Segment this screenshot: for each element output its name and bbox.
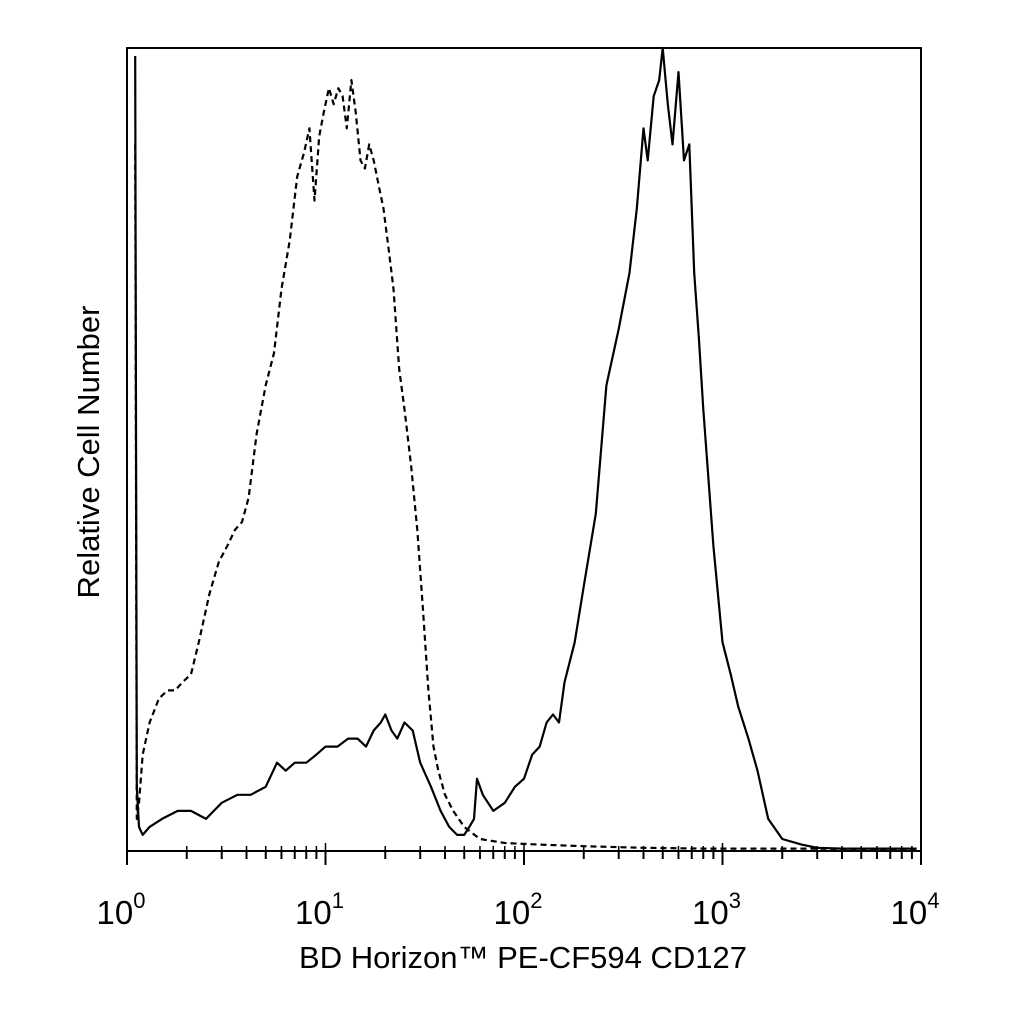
x-tick-label-base: 10 [295,894,332,931]
x-tick-label-exponent: 4 [927,888,939,913]
x-tick-label-base: 10 [97,894,134,931]
x-axis-ticks [126,843,922,865]
x-tick-label: 100 [97,888,146,931]
x-tick-label-base: 10 [692,894,729,931]
x-tick-label: 103 [692,888,741,931]
x-tick-label-exponent: 2 [530,888,542,913]
x-tick-label-exponent: 3 [729,888,741,913]
x-tick-label: 101 [295,888,344,931]
x-tick-label-base: 10 [494,894,531,931]
y-axis-label: Relative Cell Number [71,306,106,599]
x-tick-label-exponent: 0 [133,888,145,913]
x-tick-label-base: 10 [891,894,928,931]
x-tick-label-exponent: 1 [332,888,344,913]
x-axis-tick-labels: 100 101 102 103 104 [97,888,940,931]
series-layer [134,46,917,851]
series-line-solid [134,46,917,850]
x-tick-label: 102 [494,888,543,931]
x-axis-label: BD Horizon™ PE-CF594 CD127 [299,940,747,975]
x-tick-label: 104 [891,888,940,931]
